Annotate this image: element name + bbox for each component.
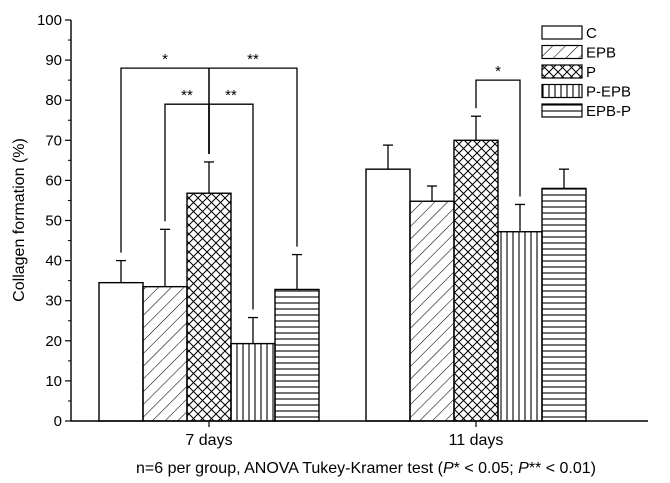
y-tick-label: 20	[45, 333, 62, 350]
x-tick-label: 7 days	[185, 432, 232, 449]
legend-label-c: C	[586, 25, 597, 42]
y-tick-label: 60	[45, 172, 62, 189]
significance-label: **	[225, 87, 237, 104]
footnote: n=6 per group, ANOVA Tukey-Kramer test (…	[136, 460, 596, 477]
bar-epb-0	[142, 285, 188, 422]
y-tick-label: 30	[45, 293, 62, 310]
legend-swatch-epb-p	[541, 103, 583, 118]
axes: 0 10 20 30 40 50 60 70 80 90 100 7 days 11 days	[37, 12, 648, 449]
legend-label-p: P	[586, 64, 596, 81]
significance-label: *	[162, 51, 168, 68]
significance-bracket	[475, 79, 521, 197]
legend-swatch-p-epb	[541, 83, 583, 99]
y-tick-label: 90	[45, 52, 62, 69]
significance-label: **	[181, 87, 193, 104]
y-tick-label: 10	[45, 373, 62, 390]
x-tick-label: 11 days	[449, 432, 504, 449]
significance-label: **	[247, 51, 259, 68]
y-tick-label: 40	[45, 253, 62, 270]
bar-p-epb-0	[230, 342, 276, 422]
y-tick-label: 0	[54, 413, 62, 430]
significance-layer: * **** ***	[120, 51, 521, 310]
significance-label: *	[495, 63, 501, 80]
legend-label-p-epb: P-EPB	[586, 84, 631, 101]
legend-swatch-p	[541, 64, 583, 79]
y-tick-label: 100	[37, 12, 62, 29]
bar-c-0	[98, 281, 144, 422]
bar-c-1	[365, 168, 411, 422]
bar-p-1	[453, 139, 499, 422]
bar-epb-p-1	[541, 187, 587, 422]
significance-bracket	[208, 103, 254, 310]
bar-p-0	[186, 192, 232, 422]
legend-swatch-epb	[541, 44, 583, 60]
legend-label-epb-p: EPB-P	[586, 103, 631, 120]
y-axis-label: Collagen formation (%)	[11, 138, 28, 302]
bar-epb-1	[409, 200, 455, 422]
legend: C EPB P P-EPB EPB-P	[541, 25, 631, 120]
bars-layer	[98, 115, 587, 422]
bar-p-epb-1	[497, 231, 543, 422]
y-tick-label: 80	[45, 92, 62, 109]
y-tick-label: 50	[45, 213, 62, 230]
legend-label-epb: EPB	[586, 45, 616, 62]
y-tick-label: 70	[45, 132, 62, 149]
legend-swatch-c	[541, 25, 583, 40]
bar-epb-p-0	[274, 288, 320, 422]
